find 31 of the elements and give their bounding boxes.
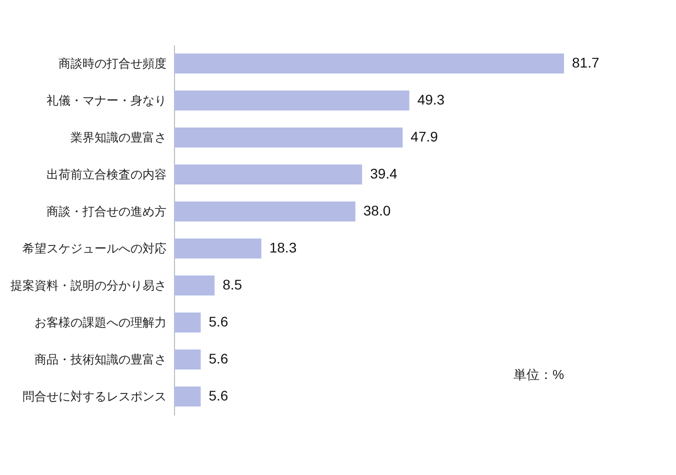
bar <box>174 276 215 296</box>
y-tick-label: 希望スケジュールへの対応 <box>22 242 166 256</box>
y-tick-label: 出荷前立合検査の内容 <box>46 168 166 182</box>
bar <box>174 54 564 74</box>
data-label: 49.3 <box>417 92 445 108</box>
data-label: 5.6 <box>208 388 228 404</box>
y-tick-label: 商品・技術知識の豊富さ <box>34 352 166 366</box>
bar <box>174 202 356 222</box>
bar <box>174 164 362 184</box>
bar <box>174 312 201 332</box>
data-label: 18.3 <box>269 240 297 256</box>
y-tick-label: 業界知識の豊富さ <box>70 130 166 144</box>
bar <box>174 90 410 110</box>
data-label: 38.0 <box>363 202 391 218</box>
bar <box>174 350 201 370</box>
data-label: 5.6 <box>208 350 228 366</box>
annotation: 単位：% <box>513 367 564 382</box>
data-label: 8.5 <box>222 276 242 292</box>
bar <box>174 238 262 258</box>
data-label: 81.7 <box>572 54 600 70</box>
y-tick-label: 商談・打合せの進め方 <box>46 204 166 218</box>
y-tick-label: 提案資料・説明の分かり易さ <box>10 278 166 292</box>
y-tick-label: お客様の課題への理解力 <box>34 316 166 330</box>
data-label: 5.6 <box>208 314 228 330</box>
bar <box>174 128 403 148</box>
y-tick-label: 問合せに対するレスポンス <box>22 390 166 404</box>
data-label: 47.9 <box>410 128 438 144</box>
data-label: 39.4 <box>370 166 398 182</box>
bar <box>174 386 201 406</box>
y-tick-label: 商談時の打合せ頻度 <box>58 56 166 70</box>
y-tick-label: 礼儀・マナー・身なり <box>46 94 166 108</box>
